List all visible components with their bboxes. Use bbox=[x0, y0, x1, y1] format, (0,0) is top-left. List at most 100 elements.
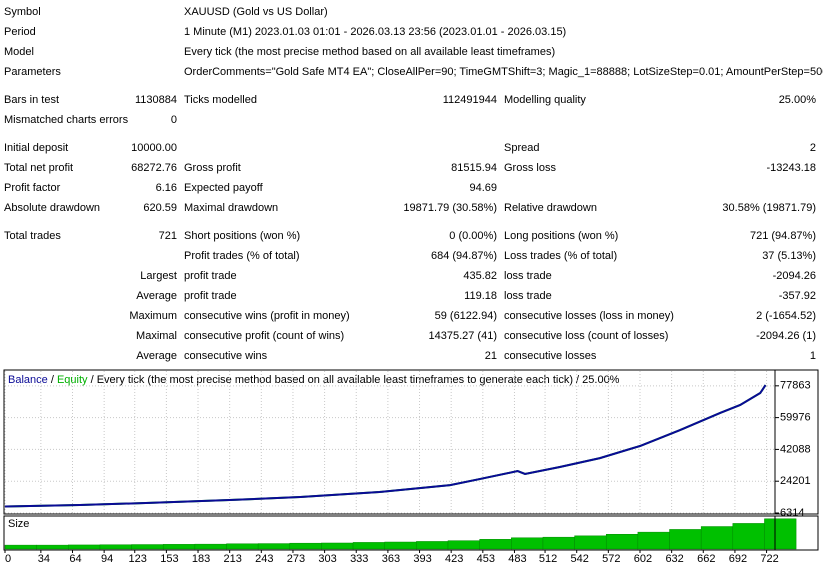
stat-cell: consecutive wins (profit in money) bbox=[184, 310, 350, 322]
stat-cell: -2094.26 bbox=[773, 270, 816, 282]
size-bar bbox=[700, 526, 734, 550]
x-tick-label: 453 bbox=[477, 553, 495, 565]
stat-cell: Maximum bbox=[129, 310, 177, 322]
stat-cell: Loss trades (% of total) bbox=[504, 250, 617, 262]
stat-cell: 68272.76 bbox=[131, 162, 177, 174]
stat-cell: -13243.18 bbox=[766, 162, 816, 174]
stat-cell: 21 bbox=[485, 350, 497, 362]
stat-cell: 37 (5.13%) bbox=[762, 250, 816, 262]
size-bar bbox=[4, 544, 37, 550]
y-tick-label: 59976 bbox=[780, 412, 811, 424]
stat-cell: Modelling quality bbox=[504, 94, 586, 106]
stat-cell: 25.00% bbox=[779, 94, 817, 106]
size-bar bbox=[131, 544, 164, 550]
size-bar bbox=[68, 544, 101, 550]
field-label: Parameters bbox=[4, 66, 61, 78]
field-value: 1 Minute (M1) 2023.01.03 01:01 - 2026.03… bbox=[184, 26, 566, 38]
y-tick-label: 42088 bbox=[780, 443, 811, 455]
stat-cell: Gross loss bbox=[504, 162, 556, 174]
stat-cell: Maximal drawdown bbox=[184, 202, 278, 214]
size-bar bbox=[764, 518, 797, 550]
size-bar bbox=[605, 534, 639, 550]
main-chart-frame bbox=[3, 369, 819, 515]
stat-cell: 6.16 bbox=[156, 182, 177, 194]
size-bar bbox=[637, 531, 670, 550]
size-bar bbox=[226, 543, 259, 550]
size-bar bbox=[99, 544, 132, 550]
stat-cell: Profit factor bbox=[4, 182, 61, 194]
size-bar bbox=[574, 535, 607, 550]
stat-cell: 112491944 bbox=[443, 94, 497, 106]
stat-cell: consecutive losses (loss in money) bbox=[504, 310, 674, 322]
stat-cell: Mismatched charts errors bbox=[4, 114, 129, 126]
stat-cell: consecutive loss (count of losses) bbox=[504, 330, 668, 342]
x-tick-label: 333 bbox=[350, 553, 368, 565]
stat-cell: 684 (94.87%) bbox=[431, 250, 497, 262]
stat-cell: profit trade bbox=[184, 270, 237, 282]
stat-cell: -2094.26 (1) bbox=[756, 330, 816, 342]
x-tick-label: 692 bbox=[729, 553, 747, 565]
stat-cell: Ticks modelled bbox=[184, 94, 257, 106]
x-tick-label: 213 bbox=[223, 553, 241, 565]
x-tick-label: 94 bbox=[101, 553, 113, 565]
field-label: Model bbox=[4, 46, 34, 58]
size-bar bbox=[384, 541, 417, 550]
y-tick-label: 24201 bbox=[780, 475, 811, 487]
stat-cell: -357.92 bbox=[779, 290, 816, 302]
x-tick-label: 512 bbox=[539, 553, 557, 565]
stat-cell: 94.69 bbox=[469, 182, 497, 194]
stat-cell: Profit trades (% of total) bbox=[184, 250, 300, 262]
x-tick-label: 632 bbox=[665, 553, 683, 565]
stat-cell: Average bbox=[136, 290, 177, 302]
stat-cell: 30.58% (19871.79) bbox=[722, 202, 816, 214]
series-line bbox=[4, 384, 767, 508]
x-tick-label: 183 bbox=[192, 553, 210, 565]
stat-cell: 10000.00 bbox=[131, 142, 177, 154]
stat-cell: Maximal bbox=[136, 330, 177, 342]
x-tick-label: 64 bbox=[69, 553, 81, 565]
size-bar bbox=[352, 542, 385, 550]
stat-cell: Gross profit bbox=[184, 162, 241, 174]
legend-equity: Equity bbox=[57, 374, 88, 386]
stat-cell: Initial deposit bbox=[4, 142, 68, 154]
stat-cell: 2 bbox=[810, 142, 816, 154]
x-tick-label: 722 bbox=[760, 553, 778, 565]
x-tick-label: 243 bbox=[255, 553, 273, 565]
stat-cell: 620.59 bbox=[143, 202, 177, 214]
chart-subtitle: / Every tick (the most precise method ba… bbox=[91, 374, 620, 386]
stat-cell: consecutive wins bbox=[184, 350, 268, 362]
x-tick-label: 0 bbox=[5, 553, 11, 565]
stat-cell: Short positions (won %) bbox=[184, 230, 300, 242]
stat-cell: 0 bbox=[171, 114, 177, 126]
stat-cell: 119.18 bbox=[464, 290, 497, 302]
size-title: Size bbox=[8, 518, 29, 530]
field-label: Symbol bbox=[4, 6, 41, 18]
stat-cell: Absolute drawdown bbox=[4, 202, 100, 214]
stat-cell: consecutive losses bbox=[504, 350, 597, 362]
stat-cell: 1130884 bbox=[135, 94, 177, 106]
stat-cell: consecutive profit (count of wins) bbox=[184, 330, 344, 342]
size-bar bbox=[194, 543, 227, 550]
chart-legend: Balance / Equity / Every tick (the most … bbox=[8, 374, 620, 386]
stat-cell: loss trade bbox=[504, 270, 552, 282]
stat-cell: 14375.27 (41) bbox=[429, 330, 498, 342]
size-bar bbox=[732, 523, 765, 550]
legend-balance: Balance bbox=[8, 374, 48, 386]
size-bar bbox=[669, 529, 702, 550]
stat-cell: Total trades bbox=[4, 230, 61, 242]
field-value: OrderComments="Gold Safe MT4 EA"; CloseA… bbox=[184, 66, 823, 78]
field-value: XAUUSD (Gold vs US Dollar) bbox=[184, 6, 328, 18]
size-bar bbox=[289, 542, 322, 550]
stat-cell: Expected payoff bbox=[184, 182, 264, 194]
stat-cell: 721 bbox=[159, 230, 177, 242]
stat-cell: 1 bbox=[810, 350, 816, 362]
legend-separator: / bbox=[51, 374, 55, 386]
x-tick-label: 153 bbox=[160, 553, 178, 565]
field-value: Every tick (the most precise method base… bbox=[184, 46, 555, 58]
x-tick-label: 393 bbox=[413, 553, 431, 565]
x-tick-label: 542 bbox=[571, 553, 589, 565]
stat-cell: 81515.94 bbox=[451, 162, 497, 174]
size-bar bbox=[542, 536, 575, 550]
size-bar bbox=[162, 544, 196, 550]
stat-cell: 59 (6122.94) bbox=[435, 310, 497, 322]
